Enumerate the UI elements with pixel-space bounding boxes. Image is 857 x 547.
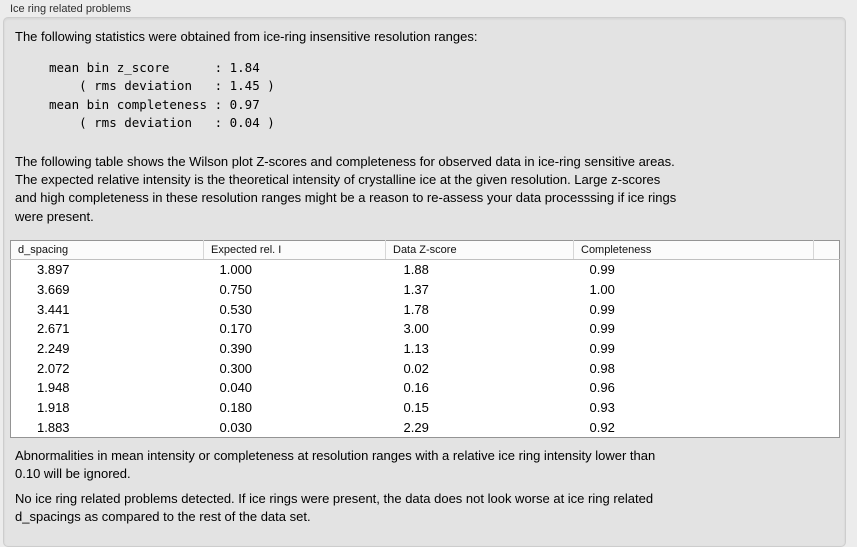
cell-data-z-score: 0.16 bbox=[403, 380, 429, 396]
cell-data-z-score: 0.15 bbox=[403, 400, 429, 416]
cell-d-spacing: 2.249 bbox=[37, 341, 70, 357]
column-header-data-z-score[interactable]: Data Z-score bbox=[385, 240, 574, 260]
column-header-completeness[interactable]: Completeness bbox=[573, 240, 814, 260]
cell-d-spacing: 3.669 bbox=[37, 282, 70, 298]
cell-completeness: 0.96 bbox=[589, 380, 615, 396]
cell-data-z-score: 1.78 bbox=[403, 301, 429, 317]
ice-ring-group-box: The following statistics were obtained f… bbox=[3, 17, 846, 547]
cell-empty bbox=[814, 339, 840, 359]
ice-ring-table-container: d_spacing Expected rel. I Data Z-score C… bbox=[10, 240, 840, 439]
stats-values-block: mean bin z_score : 1.84 ( rms deviation … bbox=[49, 60, 275, 131]
cell-empty bbox=[814, 299, 840, 319]
column-header-d-spacing[interactable]: d_spacing bbox=[10, 240, 204, 260]
cell-expected-rel-i: 1.000 bbox=[219, 262, 253, 278]
cell-d-spacing: 3.441 bbox=[37, 301, 70, 317]
cell-completeness: 1.00 bbox=[589, 282, 615, 298]
cell-data-z-score: 0.02 bbox=[403, 360, 429, 376]
cell-empty bbox=[814, 280, 840, 300]
cell-expected-rel-i: 0.390 bbox=[219, 341, 253, 357]
cell-empty bbox=[814, 319, 840, 339]
table-row[interactable]: 3.897 1.000 1.88 0.99 bbox=[11, 260, 840, 280]
cell-expected-rel-i: 0.300 bbox=[219, 360, 253, 376]
table-row[interactable]: 1.918 0.180 0.15 0.93 bbox=[11, 398, 840, 418]
cell-expected-rel-i: 0.180 bbox=[219, 400, 253, 416]
cell-completeness: 0.99 bbox=[589, 321, 615, 337]
cell-expected-rel-i: 0.530 bbox=[219, 301, 253, 317]
cell-empty bbox=[814, 418, 840, 438]
cell-d-spacing: 1.918 bbox=[37, 400, 70, 416]
cell-empty bbox=[814, 378, 840, 398]
cell-completeness: 0.99 bbox=[589, 262, 615, 278]
conclusion-text: No ice ring related problems detected. I… bbox=[15, 491, 654, 525]
cell-expected-rel-i: 0.170 bbox=[219, 321, 253, 337]
cell-d-spacing: 1.883 bbox=[37, 419, 70, 435]
cell-completeness: 0.92 bbox=[589, 419, 615, 435]
cell-expected-rel-i: 0.030 bbox=[219, 419, 253, 435]
stats-intro-text: The following statistics were obtained f… bbox=[15, 29, 478, 44]
table-header-row: d_spacing Expected rel. I Data Z-score C… bbox=[10, 240, 840, 260]
cell-data-z-score: 1.13 bbox=[403, 341, 429, 357]
cell-empty bbox=[814, 260, 840, 280]
column-header-empty[interactable] bbox=[813, 240, 840, 260]
ignore-threshold-note: Abnormalities in mean intensity or compl… bbox=[15, 448, 656, 482]
cell-data-z-score: 3.00 bbox=[403, 321, 429, 337]
cell-expected-rel-i: 0.750 bbox=[219, 282, 253, 298]
table-row[interactable]: 1.883 0.030 2.29 0.92 bbox=[11, 418, 840, 438]
cell-d-spacing: 1.948 bbox=[37, 380, 70, 396]
ice-ring-table: d_spacing Expected rel. I Data Z-score C… bbox=[10, 240, 840, 439]
table-description-text: The following table shows the Wilson plo… bbox=[15, 154, 677, 224]
table-row[interactable]: 3.669 0.750 1.37 1.00 bbox=[11, 280, 840, 300]
table-row[interactable]: 1.948 0.040 0.16 0.96 bbox=[11, 378, 840, 398]
cell-d-spacing: 2.072 bbox=[37, 360, 70, 376]
table-row[interactable]: 2.249 0.390 1.13 0.99 bbox=[11, 339, 840, 359]
cell-d-spacing: 3.897 bbox=[37, 262, 70, 278]
cell-expected-rel-i: 0.040 bbox=[219, 380, 253, 396]
table-row[interactable]: 2.671 0.170 3.00 0.99 bbox=[11, 319, 840, 339]
cell-d-spacing: 2.671 bbox=[37, 321, 70, 337]
column-header-expected-rel-i[interactable]: Expected rel. I bbox=[203, 240, 386, 260]
cell-completeness: 0.98 bbox=[589, 360, 615, 376]
cell-empty bbox=[814, 398, 840, 418]
cell-completeness: 0.99 bbox=[589, 301, 615, 317]
cell-completeness: 0.93 bbox=[589, 400, 615, 416]
table-row[interactable]: 3.441 0.530 1.78 0.99 bbox=[11, 299, 840, 319]
cell-data-z-score: 1.37 bbox=[403, 282, 429, 298]
table-row[interactable]: 2.072 0.300 0.02 0.98 bbox=[11, 358, 840, 378]
cell-data-z-score: 2.29 bbox=[403, 419, 429, 435]
cell-data-z-score: 1.88 bbox=[403, 262, 429, 278]
cell-completeness: 0.99 bbox=[589, 341, 615, 357]
panel-title: Ice ring related problems bbox=[10, 3, 132, 15]
cell-empty bbox=[814, 358, 840, 378]
